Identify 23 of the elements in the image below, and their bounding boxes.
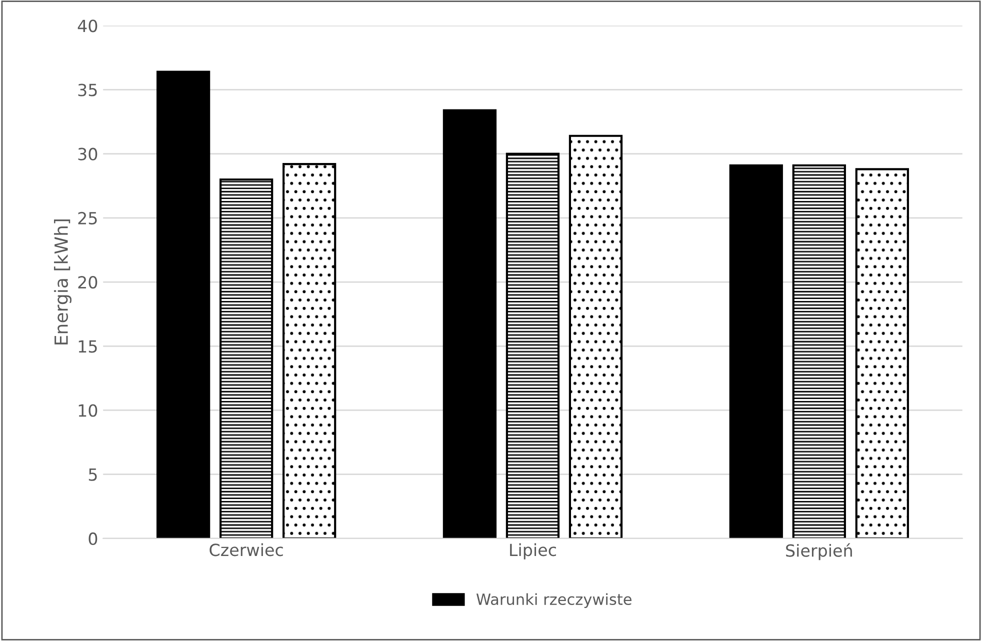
y-axis-title: Energia [kWh] [54,219,72,344]
x-tick-label: Sierpień [786,543,852,560]
bar [792,164,846,538]
bar [282,163,336,538]
bar [219,178,274,538]
bar [729,164,783,538]
y-tick-label: 25 [78,212,97,225]
x-tick-label: Czerwiec [210,543,283,556]
y-tick-label: 10 [78,404,98,417]
bar [506,152,560,538]
bar [442,109,497,538]
y-tick-label: 20 [78,276,98,289]
y-tick-label: 35 [78,84,97,96]
y-tick-label: 0 [88,532,98,546]
bar [855,168,909,538]
y-tick-label: 5 [88,468,97,481]
y-tick-label: 40 [78,20,98,32]
bar [568,134,623,538]
y-tick-label: 30 [78,148,98,160]
bar [156,70,210,538]
y-tick-label: 15 [78,340,97,353]
x-tick-label: Lipiec [510,543,556,560]
legend-label: Warunki rzeczywiste [476,593,632,608]
